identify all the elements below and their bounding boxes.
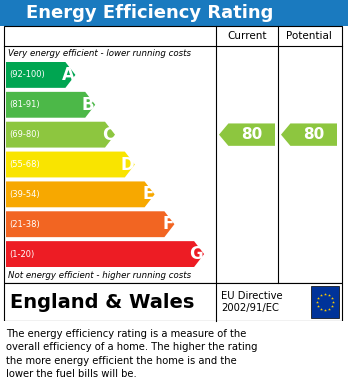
Text: 80: 80 bbox=[303, 127, 324, 142]
Text: EU Directive
2002/91/EC: EU Directive 2002/91/EC bbox=[221, 291, 283, 313]
Text: E: E bbox=[142, 185, 153, 203]
Text: C: C bbox=[102, 126, 114, 143]
Text: (39-54): (39-54) bbox=[9, 190, 40, 199]
Text: (1-20): (1-20) bbox=[9, 249, 34, 258]
Bar bbox=[4, 283, 342, 321]
Text: B: B bbox=[81, 96, 94, 114]
Text: F: F bbox=[162, 215, 173, 233]
Text: Not energy efficient - higher running costs: Not energy efficient - higher running co… bbox=[8, 271, 191, 280]
Text: (21-38): (21-38) bbox=[9, 220, 40, 229]
Polygon shape bbox=[6, 152, 135, 178]
Text: The energy efficiency rating is a measure of the
overall efficiency of a home. T: The energy efficiency rating is a measur… bbox=[6, 329, 258, 379]
Polygon shape bbox=[6, 181, 155, 207]
Polygon shape bbox=[6, 211, 174, 237]
Text: England & Wales: England & Wales bbox=[10, 292, 195, 312]
Text: 80: 80 bbox=[241, 127, 262, 142]
Text: D: D bbox=[120, 156, 134, 174]
Text: Very energy efficient - lower running costs: Very energy efficient - lower running co… bbox=[8, 48, 191, 57]
Bar bbox=[311, 286, 339, 318]
Text: Energy Efficiency Rating: Energy Efficiency Rating bbox=[26, 4, 273, 22]
Text: Current: Current bbox=[227, 31, 267, 41]
Text: A: A bbox=[62, 66, 74, 84]
Text: (55-68): (55-68) bbox=[9, 160, 40, 169]
Polygon shape bbox=[281, 124, 337, 146]
Text: (81-91): (81-91) bbox=[9, 100, 40, 109]
Polygon shape bbox=[6, 92, 95, 118]
Text: Potential: Potential bbox=[286, 31, 332, 41]
Polygon shape bbox=[219, 124, 275, 146]
Text: (69-80): (69-80) bbox=[9, 130, 40, 139]
Bar bbox=[0, 0, 348, 26]
Polygon shape bbox=[6, 241, 204, 267]
Polygon shape bbox=[6, 122, 115, 147]
Bar bbox=[0, 321, 348, 391]
Text: (92-100): (92-100) bbox=[9, 70, 45, 79]
Polygon shape bbox=[6, 62, 76, 88]
Text: G: G bbox=[189, 245, 203, 263]
Bar bbox=[4, 26, 342, 283]
